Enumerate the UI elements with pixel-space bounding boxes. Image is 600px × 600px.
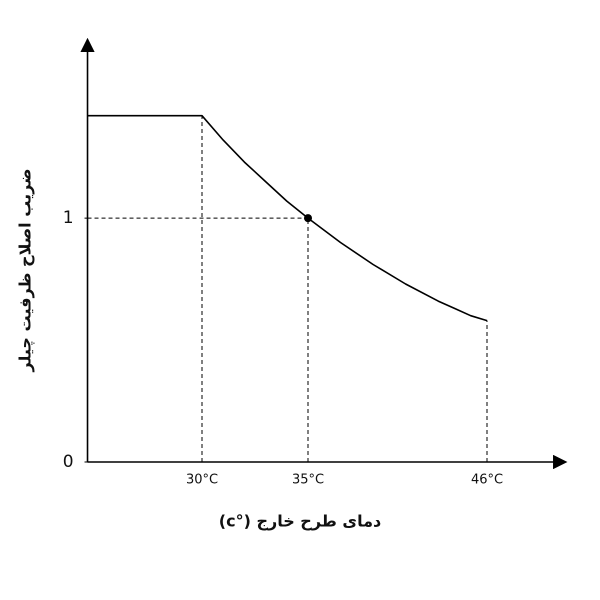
data-line [87, 114, 488, 322]
y-tick-label: 1 [63, 208, 74, 228]
highlight-point [304, 214, 312, 223]
x-axis-title: دمای طرح خارج (°c) [219, 512, 381, 531]
y-axis-title: ضریب اصلاح ظرفیت چیلر [16, 168, 36, 372]
x-tick-label: 30°C [186, 473, 218, 488]
x-tick-label: 35°C [292, 473, 324, 488]
x-tick-label: 46°C [471, 473, 503, 488]
y-tick-label: 0 [63, 452, 74, 472]
